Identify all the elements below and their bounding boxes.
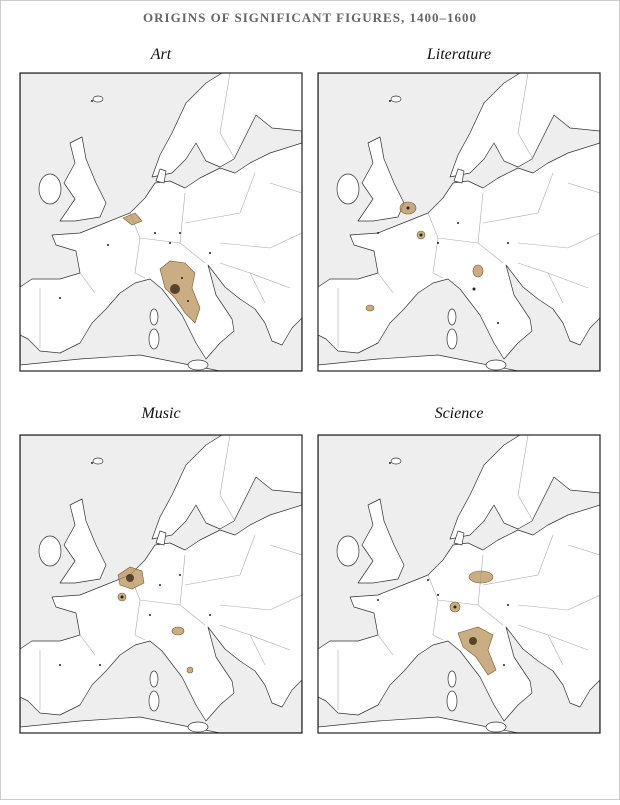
base-map	[20, 435, 302, 733]
density-area	[468, 570, 494, 584]
base-map	[318, 73, 600, 371]
density-area	[171, 626, 185, 636]
density-area	[122, 212, 143, 226]
origin-dots	[59, 100, 211, 302]
origin-dots	[59, 462, 211, 666]
density-area	[159, 260, 201, 324]
origin-dots	[377, 462, 509, 666]
density-area	[457, 626, 497, 676]
panel-title: Music	[140, 405, 180, 422]
density-core	[469, 637, 477, 645]
base-map	[318, 435, 600, 733]
map-panel	[317, 72, 601, 372]
map-panel	[20, 72, 303, 372]
density-area	[365, 304, 375, 312]
panel-title: Literature	[426, 46, 491, 63]
density-area	[186, 666, 194, 674]
panel-title: Art	[150, 46, 172, 63]
density-area	[472, 264, 484, 278]
panel-title: Science	[435, 405, 484, 422]
map-panel	[20, 434, 303, 734]
density-core	[126, 574, 134, 582]
origin-dots	[377, 100, 509, 324]
figure-title: ORIGINS OF SIGNIFICANT FIGURES, 1400–160…	[143, 10, 477, 25]
map-panel	[317, 434, 601, 734]
density-core	[170, 284, 180, 294]
base-map	[20, 73, 302, 371]
